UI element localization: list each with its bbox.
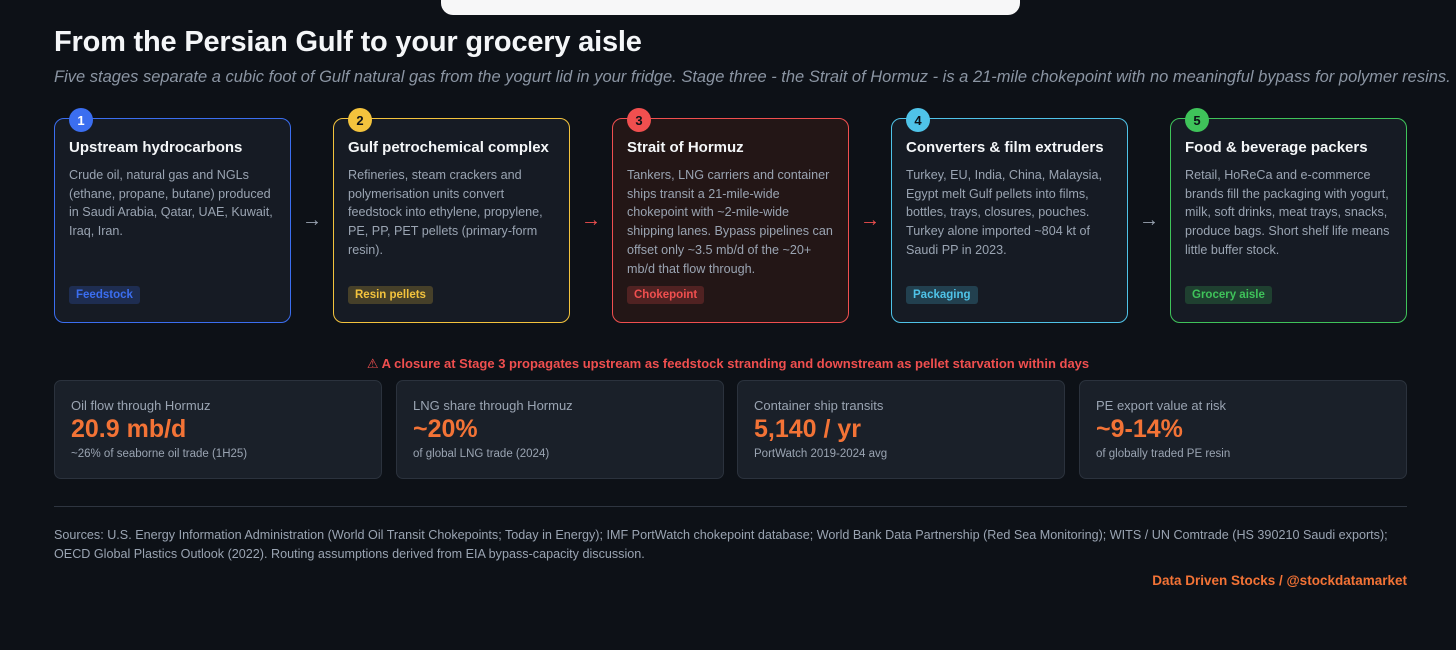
stage-tag: Chokepoint [627, 286, 705, 304]
stat-label: PE export value at risk [1096, 398, 1227, 413]
stat-card-lng-share: LNG share through Hormuz ~20% of global … [396, 380, 724, 479]
stage-title: Strait of Hormuz [627, 139, 744, 156]
stage-description: Turkey, EU, India, China, Malaysia, Egyp… [906, 168, 1102, 257]
sources-text: Sources: U.S. Energy Information Adminis… [54, 528, 1388, 561]
stage-card-1: 1 Upstream hydrocarbons Crude oil, natur… [54, 108, 291, 323]
stage-card-2: 2 Gulf petrochemical complex Refineries,… [333, 108, 570, 323]
stat-card-oil-flow: Oil flow through Hormuz 20.9 mb/d ~26% o… [54, 380, 382, 479]
stage-card-4: 4 Converters & film extruders Turkey, EU… [891, 108, 1128, 323]
top-bar [441, 0, 1020, 15]
flow-arrow-4: → [1139, 209, 1159, 231]
stat-label: Container ship transits [754, 398, 884, 413]
stage-title: Converters & film extruders [906, 139, 1104, 156]
stage-number-badge: 2 [348, 108, 372, 132]
stat-note: ~26% of seaborne oil trade (1H25) [71, 448, 248, 460]
stage-description: Retail, HoReCa and e-commerce brands fil… [1185, 168, 1390, 257]
page-title: From the Persian Gulf to your grocery ai… [54, 26, 642, 58]
stage-number-badge: 4 [906, 108, 930, 132]
flow-arrow-1: → [302, 209, 322, 231]
stage-title: Food & beverage packers [1185, 139, 1368, 156]
stage-description: Refineries, steam crackers and polymeris… [348, 168, 543, 257]
stage-description: Tankers, LNG carriers and container ship… [627, 168, 833, 276]
stage-number-badge: 3 [627, 108, 651, 132]
stage-tag: Grocery aisle [1185, 286, 1272, 304]
stat-value: 20.9 mb/d [71, 415, 187, 443]
stage-title: Gulf petrochemical complex [348, 139, 549, 156]
stage-tag: Resin pellets [348, 286, 433, 304]
stat-note: of globally traded PE resin [1096, 448, 1231, 460]
flow-arrow-3: → [860, 209, 880, 231]
stage-description: Crude oil, natural gas and NGLs (ethane,… [69, 168, 273, 239]
stage-number-badge: 5 [1185, 108, 1209, 132]
divider [54, 506, 1407, 507]
stat-label: Oil flow through Hormuz [71, 398, 211, 413]
closure-warning: ⚠ A closure at Stage 3 propagates upstre… [366, 356, 1090, 371]
stat-card-container-transits: Container ship transits 5,140 / yr PortW… [737, 380, 1065, 479]
page-subtitle: Five stages separate a cubic foot of Gul… [54, 68, 1451, 86]
stat-note: of global LNG trade (2024) [413, 448, 550, 460]
credit-link[interactable]: Data Driven Stocks / @stockdatamarket [1152, 573, 1407, 588]
stat-value: 5,140 / yr [754, 415, 862, 443]
stage-title: Upstream hydrocarbons [69, 139, 243, 156]
stat-card-pe-export: PE export value at risk ~9-14% of global… [1079, 380, 1407, 479]
stage-card-3: 3 Strait of Hormuz Tankers, LNG carriers… [612, 108, 849, 323]
stat-label: LNG share through Hormuz [413, 398, 573, 413]
stat-value: ~20% [413, 415, 478, 443]
stat-value: ~9-14% [1096, 415, 1183, 443]
stage-tag: Feedstock [69, 286, 140, 304]
stage-number-badge: 1 [69, 108, 93, 132]
flow-arrow-2: → [581, 209, 601, 231]
stage-tag: Packaging [906, 286, 978, 304]
stage-card-5: 5 Food & beverage packers Retail, HoReCa… [1170, 108, 1407, 323]
stat-note: PortWatch 2019-2024 avg [754, 448, 888, 460]
